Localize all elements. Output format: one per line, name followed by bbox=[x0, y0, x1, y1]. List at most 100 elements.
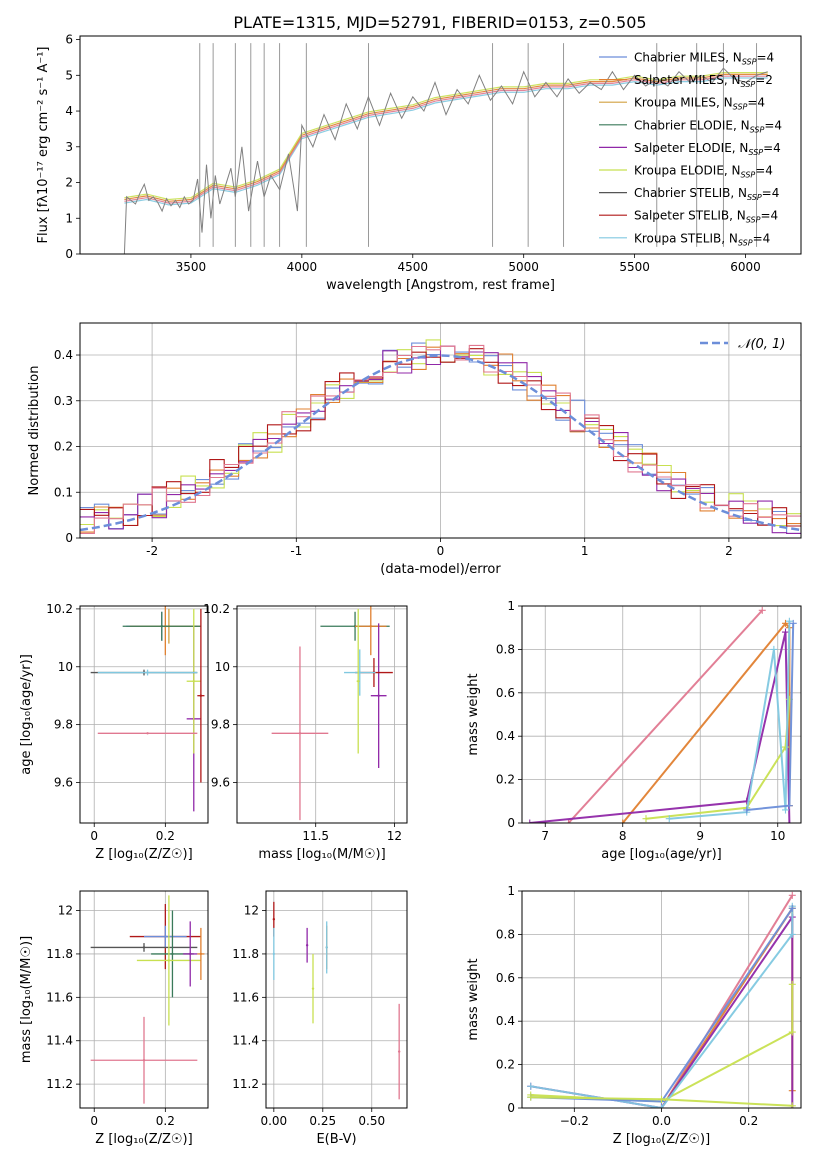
x-axis-label: Z [log₁₀(Z/Z☉)] bbox=[95, 1132, 192, 1147]
spectrum-legend: Chabrier MILES, NSSP=4 Salpeter MILES, NS… bbox=[599, 51, 782, 247]
x-tick-label: 4500 bbox=[397, 260, 428, 274]
weight-marker bbox=[527, 1082, 535, 1090]
spectrum-data-line bbox=[123, 67, 768, 254]
data-point bbox=[171, 952, 174, 956]
weight-marker bbox=[642, 815, 650, 823]
legend-nssp: =4 bbox=[747, 96, 765, 110]
data-point bbox=[272, 918, 276, 921]
axes-frame bbox=[79, 890, 209, 1109]
x-tick-label: 0.0 bbox=[652, 1114, 671, 1128]
weight-marker bbox=[658, 1104, 665, 1108]
weight-marker bbox=[788, 1028, 796, 1036]
y-tick-label: 1 bbox=[65, 211, 73, 225]
plot-area bbox=[90, 606, 205, 812]
y-tick-label: 1 bbox=[507, 599, 515, 613]
legend-subscript: SSP bbox=[742, 58, 757, 67]
legend-nssp: =2 bbox=[755, 73, 773, 87]
x-tick-label: 0.2 bbox=[739, 1114, 758, 1128]
x-axis-label: E(B-V) bbox=[316, 1132, 356, 1147]
axes-frame bbox=[79, 35, 802, 255]
weight-series-line bbox=[567, 609, 764, 823]
legend-label: Kroupa MILES, NSSP=4 bbox=[634, 96, 765, 112]
x-axis-label: age [log₁₀(age/yr)] bbox=[601, 847, 722, 862]
spectrum-model-line bbox=[124, 73, 768, 202]
weight-marker bbox=[665, 815, 673, 823]
legend-label: Kroupa ELODIE, NSSP=4 bbox=[634, 164, 773, 180]
data-point bbox=[189, 952, 192, 956]
y-tick-label: 0.4 bbox=[54, 348, 73, 362]
data-point bbox=[369, 625, 372, 628]
legend-nssp: =4 bbox=[764, 118, 782, 132]
y-tick-label: 12 bbox=[58, 904, 73, 918]
y-tick-label: 0 bbox=[507, 1101, 515, 1115]
data-point bbox=[167, 959, 171, 962]
legend-subscript: SSP bbox=[748, 148, 763, 157]
y-tick-label: 10.2 bbox=[203, 602, 230, 616]
x-tick-label: 0.00 bbox=[260, 1114, 287, 1128]
weight-marker bbox=[758, 606, 766, 614]
weight-marker bbox=[788, 891, 796, 899]
y-tick-label: 11.8 bbox=[232, 947, 259, 961]
legend-subscript: SSP bbox=[738, 238, 753, 247]
x-axis-label: (data-model)/error bbox=[380, 562, 501, 577]
weight-marker bbox=[788, 904, 796, 912]
y-tick-label: 0.6 bbox=[496, 971, 515, 985]
plot-area bbox=[527, 891, 796, 1108]
data-point bbox=[146, 732, 149, 735]
weight-marker bbox=[619, 819, 627, 823]
weight-marker bbox=[770, 645, 778, 653]
legend-label: Chabrier STELIB, NSSP=4 bbox=[634, 186, 779, 202]
x-tick-label: 7 bbox=[541, 829, 549, 843]
y-tick-label: 9.6 bbox=[211, 775, 230, 789]
x-tick-label: 11.5 bbox=[302, 829, 329, 843]
legend-nssp: =4 bbox=[755, 164, 773, 178]
plot-area bbox=[123, 43, 768, 254]
weight-marker bbox=[785, 802, 793, 810]
x-tick-label: 8 bbox=[619, 829, 627, 843]
mass-weight-vs-metallicity-panel: −0.2 0.0 0.2 0 0.2 0.4 0.6 0.8 1 Z [log₁₀(Z/Z☉)] m… bbox=[466, 884, 802, 1147]
weight-marker bbox=[782, 628, 789, 636]
y-tick-label: 0.2 bbox=[54, 440, 73, 454]
plot-area bbox=[272, 901, 401, 1100]
y-tick-label: 0.4 bbox=[496, 1014, 515, 1028]
y-tick-label: 5 bbox=[65, 68, 73, 82]
axes-frame bbox=[265, 890, 408, 1109]
y-tick-label: 9.6 bbox=[54, 775, 73, 789]
y-tick-label: 0 bbox=[65, 247, 73, 261]
weight-marker bbox=[782, 743, 789, 751]
x-tick-label: 0.50 bbox=[358, 1114, 385, 1128]
legend-label: Kroupa STELIB, NSSP=4 bbox=[634, 231, 770, 247]
y-axis-label: mass weight bbox=[466, 673, 481, 755]
legend-nssp: =4 bbox=[760, 209, 778, 223]
y-tick-label: 11.4 bbox=[232, 1034, 259, 1048]
x-tick-label: −0.2 bbox=[560, 1114, 589, 1128]
plot-area bbox=[526, 606, 797, 823]
weight-marker bbox=[789, 619, 797, 627]
data-point bbox=[272, 952, 276, 956]
y-tick-label: 12 bbox=[244, 904, 259, 918]
x-tick-label: 3500 bbox=[176, 260, 207, 274]
axes-frame bbox=[236, 605, 408, 824]
plot-area bbox=[90, 895, 205, 1104]
data-point bbox=[192, 680, 195, 683]
data-point bbox=[160, 625, 163, 628]
x-tick-label: 0.2 bbox=[156, 1114, 175, 1128]
data-point bbox=[377, 694, 380, 697]
axes-frame bbox=[79, 605, 209, 824]
y-tick-label: 11.8 bbox=[46, 947, 73, 961]
y-tick-label: 10 bbox=[215, 660, 230, 674]
y-tick-label: 11.2 bbox=[46, 1077, 73, 1091]
legend-label: Chabrier ELODIE, NSSP=4 bbox=[634, 118, 782, 134]
y-tick-label: 1 bbox=[507, 884, 515, 898]
data-point bbox=[199, 952, 203, 956]
y-axis-label: Normed distribution bbox=[27, 366, 42, 496]
axes-frame bbox=[79, 322, 802, 539]
x-axis-label: wavelength [Angstrom, rest frame] bbox=[326, 278, 555, 293]
x-tick-label: 1 bbox=[581, 544, 589, 558]
legend-nssp: =4 bbox=[762, 186, 780, 200]
weight-marker bbox=[782, 806, 789, 814]
legend-label: Chabrier MILES, NSSP=4 bbox=[634, 51, 774, 67]
data-point bbox=[142, 1059, 146, 1062]
y-tick-label: 0.8 bbox=[496, 642, 515, 656]
x-tick-label: 0 bbox=[437, 544, 445, 558]
